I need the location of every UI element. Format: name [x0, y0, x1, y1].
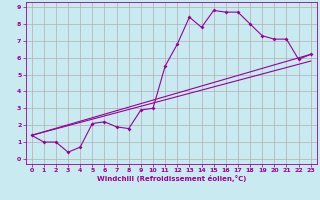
X-axis label: Windchill (Refroidissement éolien,°C): Windchill (Refroidissement éolien,°C): [97, 175, 246, 182]
